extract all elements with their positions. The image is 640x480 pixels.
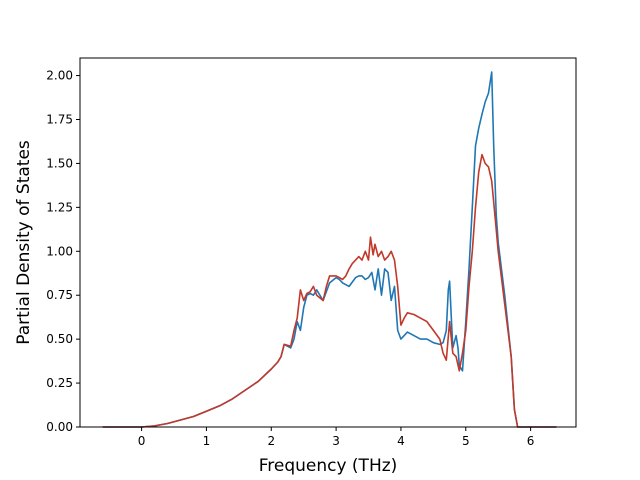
x-tick-label: 4 (397, 434, 405, 448)
x-tick-label: 5 (462, 434, 470, 448)
x-tick-label: 6 (527, 434, 535, 448)
y-tick-label: 0.75 (46, 288, 73, 302)
series-line-1 (102, 71, 557, 428)
y-tick-label: 0.00 (46, 420, 73, 434)
plot-frame (79, 57, 577, 428)
y-tick-label: 1.75 (46, 113, 73, 127)
y-tick-label: 1.25 (46, 200, 73, 214)
series-layer (102, 71, 557, 428)
y-tick-label: 0.25 (46, 376, 73, 390)
y-axis-label: Partial Density of States (14, 140, 34, 345)
x-tick-label: 3 (332, 434, 340, 448)
series-line-2 (102, 153, 557, 428)
x-tick-label: 1 (203, 434, 211, 448)
x-axis-label: Frequency (THz) (259, 456, 398, 476)
y-tick-label: 1.00 (46, 244, 73, 258)
y-axis-ticks: 0.00 0.25 0.50 0.75 1.00 1.25 1.50 1.75 2.00 (46, 69, 80, 434)
x-tick-label: 2 (267, 434, 275, 448)
y-tick-label: 0.50 (46, 332, 73, 346)
x-tick-label: 0 (138, 434, 146, 448)
y-tick-label: 2.00 (46, 69, 73, 83)
x-axis-ticks: 0 1 2 3 4 5 6 (138, 427, 535, 448)
y-tick-label: 1.50 (46, 156, 73, 170)
